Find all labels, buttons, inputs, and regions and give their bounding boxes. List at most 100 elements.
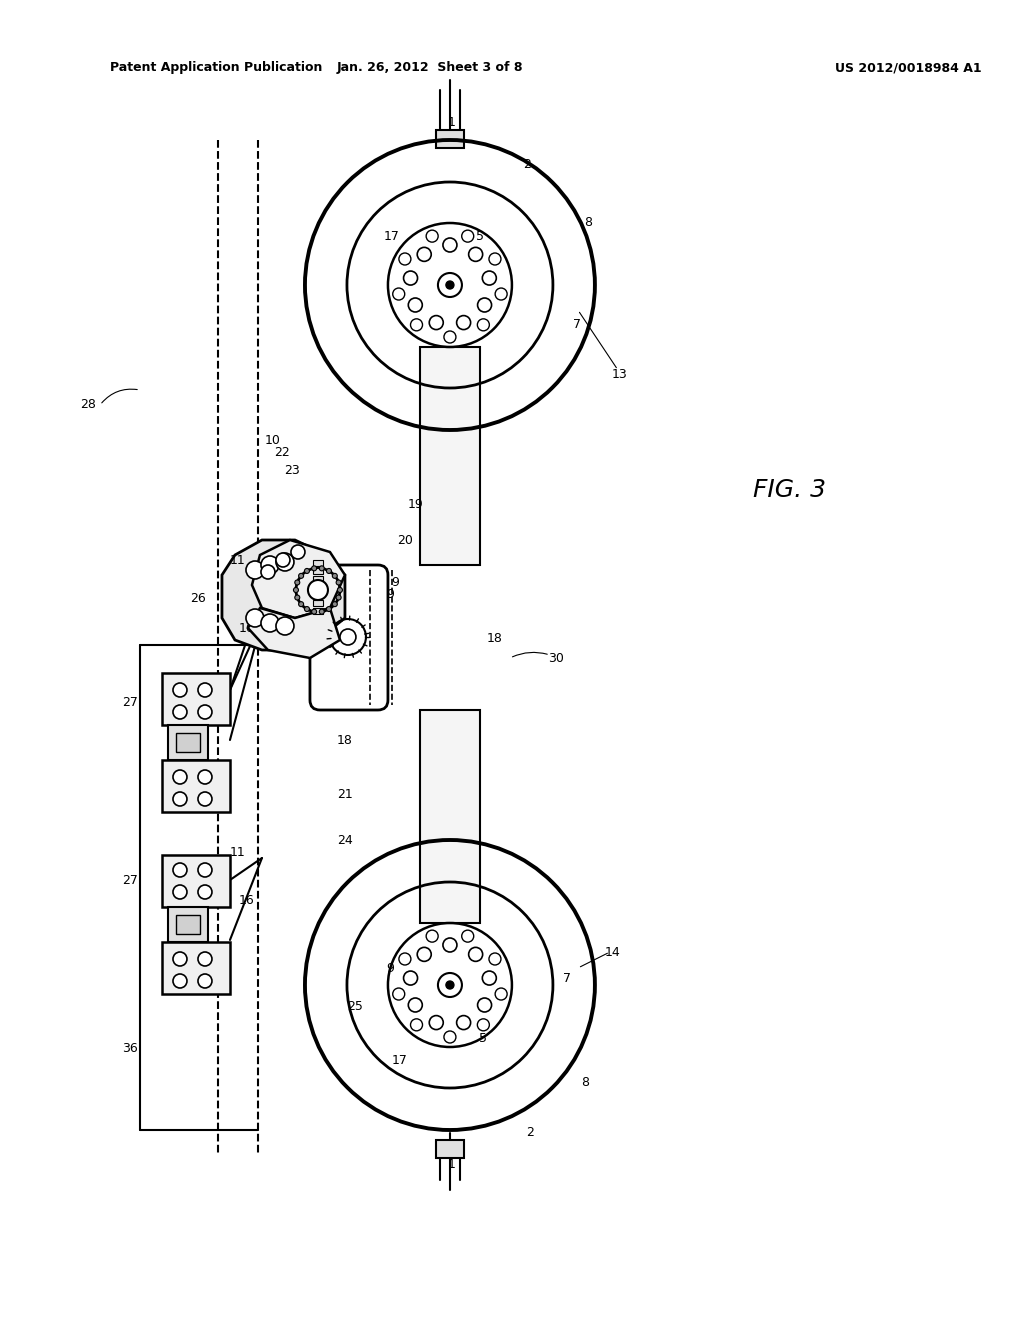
Circle shape (327, 607, 332, 611)
Circle shape (173, 682, 187, 697)
Bar (313, 560, 323, 566)
Bar (176, 733, 200, 752)
Circle shape (299, 602, 303, 607)
Circle shape (198, 770, 212, 784)
Circle shape (338, 587, 342, 593)
Text: 16: 16 (239, 622, 255, 635)
Bar (162, 855, 230, 907)
Text: 17: 17 (392, 1053, 408, 1067)
Text: 23: 23 (284, 463, 300, 477)
Circle shape (261, 556, 279, 574)
Text: 30: 30 (548, 652, 564, 664)
Circle shape (173, 974, 187, 987)
Circle shape (275, 553, 290, 568)
Circle shape (261, 614, 279, 632)
Bar (436, 129, 464, 148)
Circle shape (275, 553, 294, 572)
Bar (420, 710, 480, 923)
Circle shape (319, 566, 325, 570)
Text: 14: 14 (605, 945, 621, 958)
Bar (176, 915, 200, 935)
Circle shape (198, 974, 212, 987)
Text: 17: 17 (384, 230, 400, 243)
Bar (168, 725, 208, 760)
Text: 5: 5 (476, 230, 484, 243)
Circle shape (308, 579, 328, 601)
Bar (162, 673, 230, 725)
Text: 21: 21 (337, 788, 353, 801)
Circle shape (294, 587, 298, 593)
Text: 13: 13 (612, 367, 628, 380)
Polygon shape (252, 540, 345, 618)
Bar (313, 576, 323, 582)
Text: 20: 20 (397, 533, 413, 546)
Text: 25: 25 (347, 999, 362, 1012)
Text: 22: 22 (274, 446, 290, 459)
Text: 2: 2 (526, 1126, 534, 1139)
Text: 18: 18 (487, 631, 503, 644)
Text: 16: 16 (239, 894, 255, 907)
Circle shape (173, 770, 187, 784)
Circle shape (291, 545, 305, 558)
Text: 8: 8 (584, 215, 592, 228)
Bar (436, 1140, 464, 1158)
Text: 26: 26 (190, 591, 206, 605)
Circle shape (173, 863, 187, 876)
Bar (162, 760, 230, 812)
Polygon shape (248, 609, 340, 657)
Circle shape (333, 573, 337, 578)
Text: 5: 5 (479, 1031, 487, 1044)
Text: 27: 27 (122, 696, 138, 709)
Circle shape (198, 682, 212, 697)
Circle shape (311, 609, 316, 614)
Bar (168, 907, 208, 942)
Text: 11: 11 (230, 553, 246, 566)
Circle shape (295, 595, 300, 601)
Circle shape (198, 952, 212, 966)
Bar (313, 601, 323, 606)
Text: Jan. 26, 2012  Sheet 3 of 8: Jan. 26, 2012 Sheet 3 of 8 (337, 62, 523, 74)
Circle shape (340, 630, 356, 645)
Circle shape (333, 602, 337, 607)
Circle shape (327, 569, 332, 573)
Circle shape (173, 705, 187, 719)
Text: US 2012/0018984 A1: US 2012/0018984 A1 (835, 62, 981, 74)
Circle shape (198, 884, 212, 899)
Circle shape (311, 566, 316, 570)
Circle shape (299, 573, 303, 578)
Circle shape (275, 616, 294, 635)
Circle shape (261, 565, 275, 579)
Circle shape (336, 579, 341, 585)
Bar (313, 609, 323, 614)
Circle shape (198, 863, 212, 876)
Bar (313, 591, 323, 598)
Circle shape (319, 609, 325, 614)
Text: 27: 27 (122, 874, 138, 887)
Circle shape (304, 569, 309, 573)
Circle shape (198, 705, 212, 719)
Text: 7: 7 (563, 972, 571, 985)
Circle shape (198, 792, 212, 807)
Text: 2: 2 (523, 158, 530, 172)
Circle shape (173, 884, 187, 899)
Text: Patent Application Publication: Patent Application Publication (110, 62, 323, 74)
Text: 1: 1 (447, 116, 456, 128)
Text: FIG. 3: FIG. 3 (754, 478, 826, 502)
Circle shape (445, 981, 454, 989)
Polygon shape (222, 540, 345, 649)
Circle shape (173, 952, 187, 966)
Text: 9: 9 (386, 589, 394, 602)
Text: 36: 36 (122, 1041, 138, 1055)
Text: 9: 9 (391, 576, 399, 589)
Circle shape (246, 609, 264, 627)
Text: 24: 24 (337, 833, 353, 846)
Text: 8: 8 (581, 1076, 589, 1089)
Text: 18: 18 (337, 734, 353, 747)
Circle shape (304, 607, 309, 611)
Circle shape (246, 561, 264, 579)
Circle shape (445, 281, 454, 289)
Text: 7: 7 (572, 318, 581, 331)
Bar (313, 583, 323, 590)
Text: 10: 10 (265, 433, 281, 446)
Circle shape (295, 579, 300, 585)
